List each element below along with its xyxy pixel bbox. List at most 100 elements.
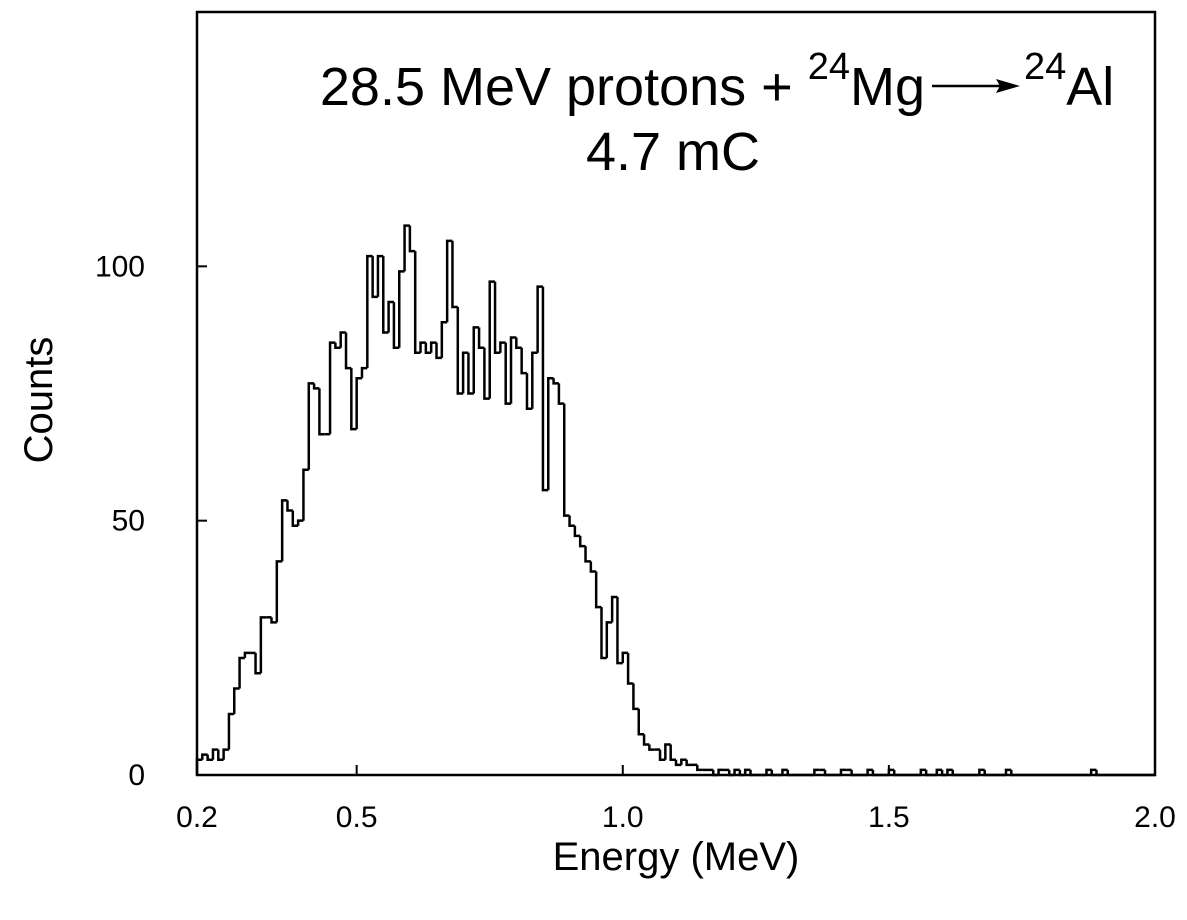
y-tick-label: 100: [95, 250, 145, 283]
histogram-bin: [307, 382, 315, 470]
histogram-bin: [493, 281, 501, 355]
histogram-bin: [573, 525, 581, 538]
histogram-bin: [823, 769, 831, 777]
x-tick-label: 0.5: [336, 801, 378, 834]
title-text: Mg: [850, 57, 925, 117]
histogram-bin: [717, 768, 724, 775]
histogram-bin: [504, 342, 512, 405]
chart-title: 24Al: [1024, 46, 1114, 117]
histogram-bin: [1095, 769, 1102, 777]
title-superscript: 24: [808, 46, 850, 88]
histogram-bin: [488, 280, 496, 399]
histogram-bin: [360, 366, 368, 379]
histogram-bin: [946, 768, 953, 775]
y-tick-label: 50: [112, 505, 145, 538]
histogram-bin: [461, 351, 469, 394]
histogram-bin: [951, 769, 959, 777]
histogram-bin: [850, 769, 857, 777]
histogram-bin: [557, 383, 565, 405]
histogram-bin: [525, 373, 533, 411]
histogram-bin: [552, 378, 559, 385]
histogram-bin: [424, 342, 432, 355]
histogram-bin: [371, 256, 378, 299]
histogram-bin: [892, 769, 900, 777]
histogram-bin: [770, 769, 778, 777]
histogram-bin: [935, 768, 943, 775]
histogram-bin: [259, 616, 267, 674]
histogram-bin: [515, 337, 522, 349]
histogram-bin: [616, 596, 623, 665]
histogram-bin: [429, 341, 437, 353]
histogram-bin: [206, 754, 213, 761]
title-text: Al: [1066, 57, 1114, 117]
histogram-bin: [334, 342, 341, 349]
histogram-bin: [562, 403, 570, 517]
histogram-bin: [477, 327, 485, 349]
histogram-bin: [669, 744, 676, 761]
histogram-bin: [467, 352, 474, 395]
histogram-bin: [397, 270, 405, 348]
x-tick-label: 0.2: [176, 801, 218, 834]
histogram-bin: [227, 712, 235, 750]
histogram-bin: [222, 748, 229, 760]
histogram-bin: [696, 764, 703, 772]
plot-frame: [195, 10, 1157, 777]
histogram-bin: [499, 341, 506, 353]
histogram-bin: [451, 240, 458, 309]
chart-subtitle: 4.7 mC: [586, 122, 760, 182]
histogram-bin: [472, 326, 480, 394]
histogram-bin: [584, 546, 591, 563]
histogram-bin: [839, 768, 847, 775]
histogram-bin: [536, 285, 543, 353]
title-text: 28.5 MeV protons +: [320, 57, 793, 117]
histogram-bin: [339, 331, 347, 348]
histogram-bin: [382, 256, 389, 334]
histogram-bin: [621, 651, 629, 664]
histogram-bin: [547, 376, 554, 491]
histogram-bin: [626, 652, 634, 685]
histogram-bin: [733, 768, 740, 775]
histogram-bin: [664, 743, 671, 760]
histogram-bin: [765, 768, 772, 775]
histogram-bin: [440, 321, 448, 358]
histogram-bin: [445, 239, 453, 323]
histogram-bin: [871, 769, 879, 777]
histogram-bin: [520, 347, 527, 375]
histogram-bin: [600, 607, 607, 660]
histogram-bin: [328, 341, 336, 435]
histogram-bin: [286, 500, 293, 512]
histogram-bin: [983, 769, 991, 777]
histogram-bin: [302, 468, 309, 521]
histogram-bin: [312, 383, 320, 390]
histogram-bin: [674, 759, 682, 767]
histogram-bin: [195, 758, 203, 775]
histogram-bin: [738, 769, 746, 777]
histogram-bin: [610, 595, 618, 623]
histogram-bin: [594, 571, 602, 609]
histogram-bin: [413, 251, 421, 355]
histogram-bin: [344, 332, 352, 370]
histogram-bin: [605, 621, 613, 659]
histogram-bin: [632, 683, 639, 711]
histogram-bin: [685, 759, 692, 767]
histogram-bin: [680, 758, 687, 765]
histogram-bin: [355, 376, 362, 430]
histogram-bin: [318, 388, 325, 436]
histogram-bin: [658, 749, 666, 761]
histogram-bin: [813, 768, 820, 775]
x-tick-label: 1.5: [868, 801, 910, 834]
histogram-bin: [238, 656, 245, 689]
histogram-bin: [201, 753, 208, 760]
histogram-bin: [940, 769, 948, 777]
histogram-bin: [280, 499, 288, 562]
histogram-bin: [887, 768, 895, 775]
histogram-bin: [749, 769, 756, 777]
histogram-bin: [270, 617, 277, 624]
histogram-bin: [712, 769, 719, 777]
histogram-bin: [291, 510, 299, 528]
histogram-bin: [919, 768, 927, 775]
histogram-bin: [642, 734, 650, 746]
histogram-bin: [233, 687, 240, 714]
histogram-bin: [350, 368, 357, 431]
histogram-bin: [1004, 768, 1012, 775]
